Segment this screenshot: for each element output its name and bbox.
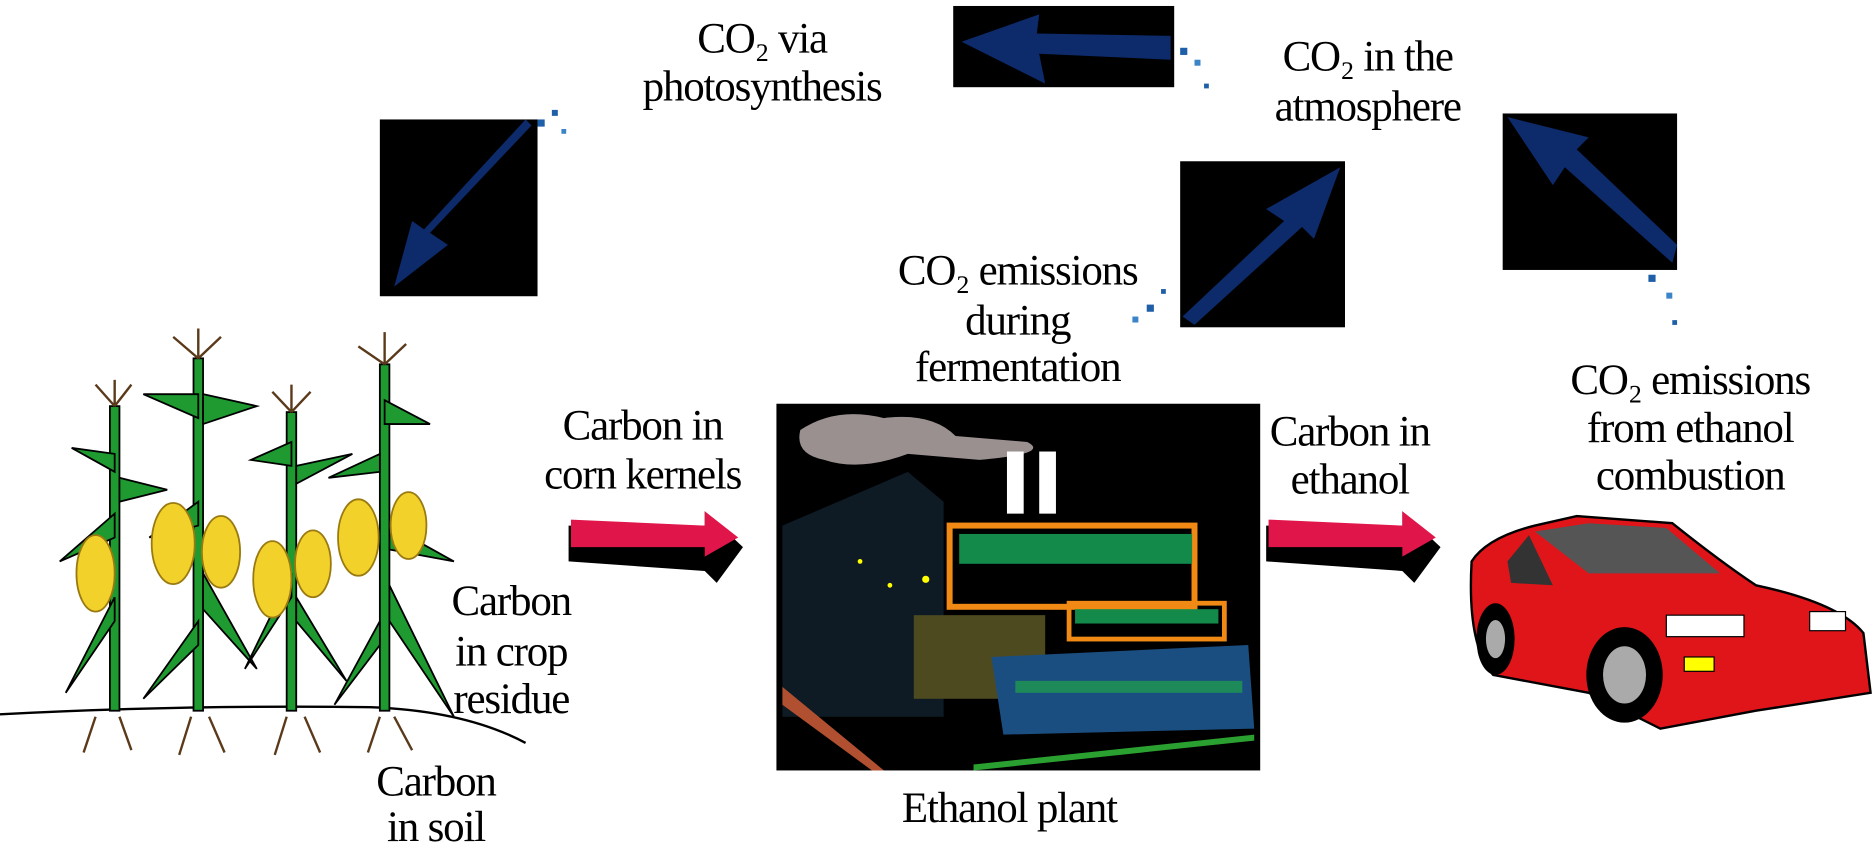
label-line: CO₂ emissions <box>898 247 1138 294</box>
label-line: CO₂ in the <box>1283 33 1453 80</box>
label-line: corn kernels <box>544 452 741 499</box>
label-line: atmosphere <box>1275 84 1461 131</box>
label-line: Carbon in <box>1270 409 1431 456</box>
corn-illustration <box>0 328 527 756</box>
label-line: CO₂ via <box>697 16 828 63</box>
label-line: Carbon <box>452 578 572 625</box>
label-line: fermentation <box>915 344 1121 391</box>
label-line: in crop <box>455 628 567 675</box>
label-line: combustion <box>1596 453 1785 500</box>
label-line: residue <box>453 676 569 723</box>
red-arrow-kernels <box>568 511 743 583</box>
label-line: Ethanol plant <box>902 785 1118 832</box>
arrow-combustion <box>1502 113 1678 325</box>
label-line: Carbon in <box>563 403 724 450</box>
red-arrow-ethanol <box>1266 511 1441 583</box>
arrow-fermentation <box>1132 161 1346 328</box>
arrow-photosynthesis <box>379 109 567 297</box>
label-line: in soil <box>387 804 486 849</box>
ethanol-plant-illustration <box>776 403 1261 771</box>
label-line: ethanol <box>1291 456 1410 503</box>
label-line: during <box>965 297 1071 344</box>
arrow-top <box>953 5 1209 89</box>
label-line: Carbon <box>376 759 496 806</box>
car-illustration <box>1469 514 1872 730</box>
label-line: CO₂ emissions <box>1570 357 1810 404</box>
label-line: photosynthesis <box>643 63 882 110</box>
label-line: from ethanol <box>1587 405 1795 452</box>
